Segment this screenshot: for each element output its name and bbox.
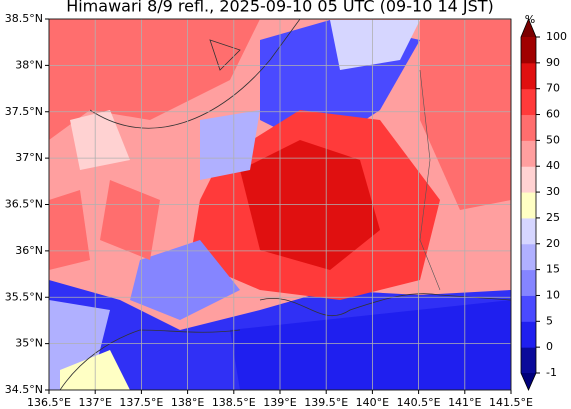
colorbar-bin xyxy=(521,140,536,167)
colorbar-bin xyxy=(521,88,536,116)
x-tick-label: 137°E xyxy=(78,396,111,409)
colorbar-bin xyxy=(521,269,536,296)
y-tick-label: 35°N xyxy=(15,337,43,350)
x-tick-label: 138.5°E xyxy=(212,396,256,409)
y-tick-label: 35.5°N xyxy=(5,290,43,303)
colorbar-bin xyxy=(521,321,536,348)
colorbar-bin xyxy=(521,217,536,245)
colorbar-tick-label: 20 xyxy=(546,237,560,250)
x-tick-label: 138°E xyxy=(171,396,204,409)
colorbar-tick-label: -1 xyxy=(546,366,557,379)
x-tick-label: 140°E xyxy=(356,396,389,409)
y-tick-label: 36.5°N xyxy=(5,198,43,211)
x-tick-label: 140.5°E xyxy=(397,396,441,409)
colorbar-under xyxy=(521,373,536,390)
x-tick-label: 141°E xyxy=(448,396,481,409)
y-tick-label: 34.5°N xyxy=(5,383,43,396)
y-tick-label: 37.5°N xyxy=(5,105,43,118)
colorbar-tick-label: 70 xyxy=(546,82,560,95)
colorbar-unit: % xyxy=(525,13,535,26)
colorbar-bin xyxy=(521,62,536,90)
colorbar-bin xyxy=(521,243,536,271)
colorbar-tick-label: 60 xyxy=(546,108,560,121)
y-tick-label: 36°N xyxy=(15,244,43,257)
colorbar-bin xyxy=(521,37,536,64)
colorbar-tick-label: 50 xyxy=(546,133,560,146)
x-tick-label: 136.5°E xyxy=(27,396,71,409)
x-tick-label: 139°E xyxy=(263,396,296,409)
colorbar: -1 0 5 10 15 20 25 30 40 50 60 70 90 100 xyxy=(520,17,567,391)
colorbar-bin xyxy=(521,295,536,322)
colorbar-tick-label: 15 xyxy=(546,263,560,276)
colorbar-bin xyxy=(521,347,536,374)
y-tick-label: 38°N xyxy=(15,58,43,71)
colorbar-tick-label: 40 xyxy=(546,159,560,172)
colorbar-tick-label: 5 xyxy=(546,314,553,327)
colorbar-bin xyxy=(521,114,536,141)
x-tick-label: 137.5°E xyxy=(119,396,163,409)
map-title: Himawari 8/9 refl., 2025-09-10 05 UTC (0… xyxy=(66,0,494,16)
colorbar-bin xyxy=(521,192,536,219)
colorbar-tick-label: 25 xyxy=(546,211,560,224)
x-tick-label: 141.5°E xyxy=(489,396,533,409)
reflectance-image xyxy=(49,19,511,390)
grid xyxy=(48,18,512,391)
x-tick-label: 139.5°E xyxy=(304,396,348,409)
colorbar-bin xyxy=(521,166,536,193)
colorbar-tick-label: 90 xyxy=(546,56,560,69)
colorbar-tick-label: 0 xyxy=(546,340,553,353)
colorbar-over xyxy=(521,19,536,37)
colorbar-tick-label: 30 xyxy=(546,185,560,198)
colorbar-tick-label: 100 xyxy=(546,30,567,43)
colorbar-tick-label: 10 xyxy=(546,288,560,301)
y-tick-label: 37°N xyxy=(15,151,43,164)
y-tick-label: 38.5°N xyxy=(5,12,43,25)
